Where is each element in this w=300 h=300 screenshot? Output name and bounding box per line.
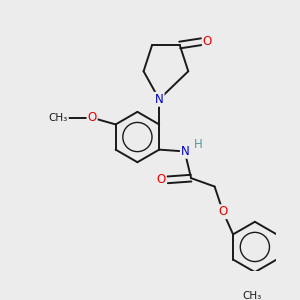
Text: O: O xyxy=(218,205,228,218)
Text: O: O xyxy=(156,173,166,186)
Text: H: H xyxy=(194,138,202,151)
Text: N: N xyxy=(155,93,164,106)
Text: O: O xyxy=(203,35,212,48)
Text: CH₃: CH₃ xyxy=(49,113,68,123)
Text: O: O xyxy=(88,111,97,124)
Text: CH₃: CH₃ xyxy=(242,291,261,300)
Text: N: N xyxy=(181,145,190,158)
